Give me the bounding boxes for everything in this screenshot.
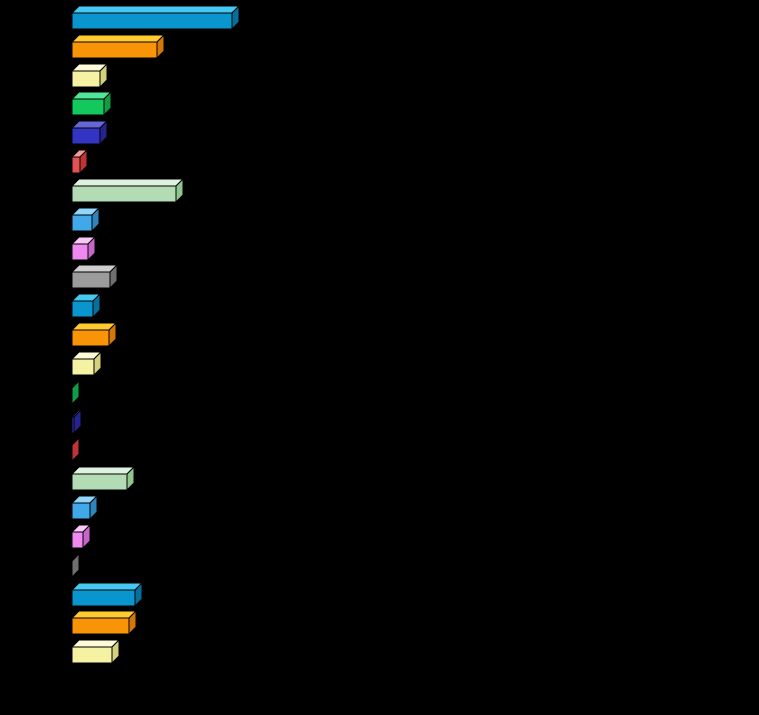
bar-side-face [71, 552, 80, 579]
bar-row-10-gray [70, 263, 119, 290]
bar-front-face [71, 646, 113, 664]
bar-side-face [71, 379, 80, 406]
bar-front-face [71, 185, 177, 203]
bar-front-face [71, 243, 89, 261]
bar-row-17-pale-green [70, 465, 136, 492]
bar-side-face [71, 436, 80, 463]
bar-front-face [71, 358, 95, 376]
bar-row-9-violet [70, 235, 97, 262]
bar-front-face [71, 617, 130, 635]
bar-top-face [70, 264, 119, 273]
bar-top-face [70, 5, 241, 14]
bar-row-8-light-blue [70, 206, 101, 233]
bar-front-face [71, 502, 91, 520]
bar-row-16-red [71, 436, 80, 463]
bar-row-19-violet [70, 523, 92, 550]
bar-top-face [70, 178, 185, 187]
bar-row-5-royal-blue [70, 119, 109, 146]
bar-top-face [70, 610, 138, 619]
bar-row-13-pale-yellow [70, 350, 103, 377]
bar-row-1-blue [70, 4, 241, 31]
bar-row-14-green [71, 379, 80, 406]
bar-front-face [71, 589, 136, 607]
bar-row-2-orange [70, 33, 166, 60]
bar-row-6-red [70, 148, 89, 175]
bar-row-21-blue [70, 581, 144, 608]
bar-row-12-orange [70, 321, 118, 348]
bar-top-face [70, 582, 144, 591]
bar-front-face [71, 127, 101, 145]
bar-front-face [71, 329, 110, 347]
bar-row-4-green [70, 90, 113, 117]
bar-front-face [71, 271, 111, 289]
bar-row-15-royal-blue [70, 408, 83, 435]
bar-row-22-orange [70, 609, 138, 636]
bar-row-18-light-blue [70, 494, 99, 521]
bar-front-face [71, 98, 105, 116]
bar-top-face [70, 639, 121, 648]
bar-front-face [71, 156, 81, 174]
bar-top-face [70, 34, 166, 43]
bar-front-face [71, 416, 75, 434]
bar-row-11-blue [70, 292, 102, 319]
bar-row-7-pale-green [70, 177, 185, 204]
bar-front-face [71, 70, 101, 88]
bar-front-face [71, 300, 94, 318]
bar-front-face [71, 12, 233, 30]
bar-row-20-gray [71, 552, 80, 579]
bar-front-face [71, 214, 93, 232]
bar-top-face [70, 466, 136, 475]
bar-front-face [71, 41, 158, 59]
bar-row-3-pale-yellow [70, 62, 109, 89]
bar-front-face [71, 473, 128, 491]
bar-front-face [71, 531, 84, 549]
bar-row-23-pale-yellow [70, 638, 121, 665]
